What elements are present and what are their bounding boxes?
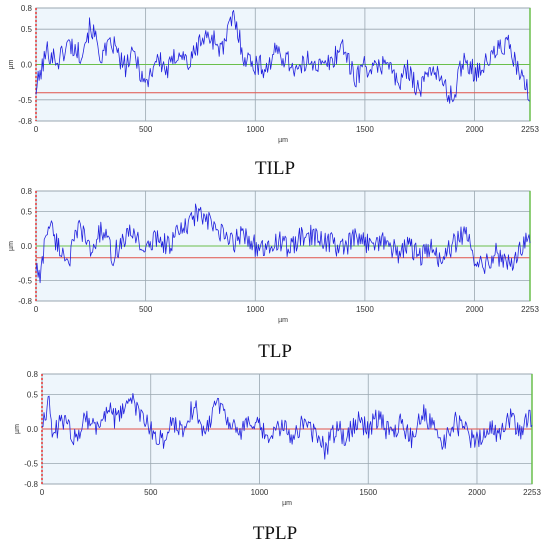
x-axis-label: µm bbox=[278, 137, 288, 144]
x-tick-label: 2253 bbox=[521, 305, 539, 314]
profile-line bbox=[35, 203, 531, 284]
x-tick-label: 0 bbox=[34, 125, 39, 134]
chart-svg: 0.8 0.5 0.0 -0.5 -0.8 µm 0 500 1000 1500 2000 2253 µ… bbox=[14, 370, 541, 507]
x-tick-label: 2000 bbox=[466, 305, 484, 314]
chart-caption: TPLP bbox=[252, 523, 298, 544]
x-axis-label: µm bbox=[282, 500, 292, 507]
y-tick-label: 0.5 bbox=[21, 208, 33, 217]
chart-svg: 0.8 0.5 0.0 -0.5 -0.8 µm 0 500 1000 1500 2000 2253 µ… bbox=[8, 4, 539, 144]
x-tick-label: 500 bbox=[139, 305, 153, 314]
y-tick-label: -0.5 bbox=[18, 276, 32, 285]
chart-caption: TILP bbox=[254, 158, 296, 179]
chart-caption: TLP bbox=[258, 341, 292, 362]
x-tick-label: 500 bbox=[144, 488, 158, 497]
x-tick-label: 0 bbox=[40, 488, 45, 497]
y-tick-label: 0.5 bbox=[27, 391, 39, 400]
y-tick-label: -0.5 bbox=[24, 459, 38, 468]
y-tick-label: 0.8 bbox=[21, 187, 33, 196]
y-tick-label: 0.5 bbox=[21, 25, 33, 34]
x-axis-label: µm bbox=[278, 317, 288, 324]
x-tick-label: 1000 bbox=[251, 488, 269, 497]
chart-panel-tilp: 0.8 0.5 0.0 -0.5 -0.8 µm 0 500 1000 1500 2000 2253 µ… bbox=[0, 0, 550, 188]
y-tick-label: -0.8 bbox=[18, 297, 32, 306]
chart-panel-tplp: 0.8 0.5 0.0 -0.5 -0.8 µm 0 500 1000 1500 2000 2253 µ… bbox=[0, 368, 550, 553]
y-tick-label: 0.0 bbox=[21, 242, 33, 251]
x-tick-label: 2253 bbox=[521, 125, 539, 134]
x-tick-label: 1000 bbox=[246, 125, 264, 134]
chart-svg: 0.8 0.5 0.0 -0.5 -0.8 µm 0 500 1000 1500 2000 2253 µ… bbox=[8, 187, 539, 324]
x-tick-label: 0 bbox=[34, 305, 39, 314]
profile-line bbox=[41, 392, 533, 460]
y-axis-label: µm bbox=[8, 59, 15, 69]
profile-line bbox=[35, 9, 531, 104]
x-tick-label: 1500 bbox=[356, 305, 374, 314]
x-tick-label: 2000 bbox=[466, 125, 484, 134]
y-tick-label: 0.8 bbox=[21, 4, 33, 13]
y-tick-label: 0.0 bbox=[21, 61, 33, 70]
y-tick-label: 0.8 bbox=[27, 370, 39, 379]
chart-panel-tlp: 0.8 0.5 0.0 -0.5 -0.8 µm 0 500 1000 1500 2000 2253 µ… bbox=[0, 185, 550, 371]
x-tick-label: 500 bbox=[139, 125, 153, 134]
x-tick-label: 1000 bbox=[246, 305, 264, 314]
y-tick-label: 0.0 bbox=[27, 425, 39, 434]
y-tick-label: -0.8 bbox=[24, 480, 38, 489]
y-axis-label: µm bbox=[8, 241, 15, 251]
y-tick-label: -0.5 bbox=[18, 96, 32, 105]
x-tick-label: 2000 bbox=[468, 488, 486, 497]
y-tick-label: -0.8 bbox=[18, 117, 32, 126]
x-tick-label: 2253 bbox=[523, 488, 541, 497]
x-tick-label: 1500 bbox=[359, 488, 377, 497]
y-axis-label: µm bbox=[14, 424, 21, 434]
x-tick-label: 1500 bbox=[356, 125, 374, 134]
